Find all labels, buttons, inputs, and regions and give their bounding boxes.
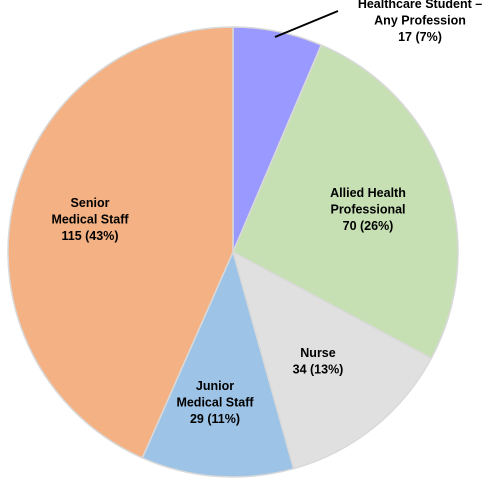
pie-slice-allied-health <box>232 44 459 360</box>
pie-slice-senior-medical-staff <box>7 26 234 459</box>
slice-name-line: Medical Staff <box>51 213 129 227</box>
slice-label-junior-medical-staff: Junior Medical Staff 29 (11%) <box>176 379 254 426</box>
slice-label-senior-medical-staff: Senior Medical Staff 115 (43%) <box>51 196 129 243</box>
slice-value-label: 17 (7%) <box>398 30 442 44</box>
slice-value-label: 29 (11%) <box>190 412 240 426</box>
slice-labels: Healthcare Student – Any Profession 17 (7%… <box>51 0 482 426</box>
pie-slice-junior-medical-staff <box>141 249 295 478</box>
slice-name-line: Allied Health <box>330 186 406 200</box>
slice-name-line: Healthcare Student – <box>358 0 482 11</box>
slice-name-line: Senior <box>71 196 110 210</box>
slice-name-line: Professional <box>330 203 405 217</box>
slice-name-line: Junior <box>196 379 234 393</box>
slice-label-nurse: Nurse 34 (13%) <box>293 346 344 377</box>
slice-value-label: 34 (13%) <box>293 363 344 377</box>
pie-slices <box>7 26 459 478</box>
slice-value-label: 115 (43%) <box>62 229 119 243</box>
slice-name-line: Nurse <box>300 346 335 360</box>
pie-slice-nurse <box>231 250 433 470</box>
slice-name-line: Medical Staff <box>176 396 254 410</box>
slice-name-line: Any Profession <box>374 14 466 28</box>
slice-label-allied-health: Allied Health Professional 70 (26%) <box>330 186 406 233</box>
slice-value-label: 70 (26%) <box>343 219 394 233</box>
leader-line-healthcare-student <box>274 10 339 38</box>
slice-label-healthcare-student: Healthcare Student – Any Profession 17 (7%… <box>358 0 482 44</box>
